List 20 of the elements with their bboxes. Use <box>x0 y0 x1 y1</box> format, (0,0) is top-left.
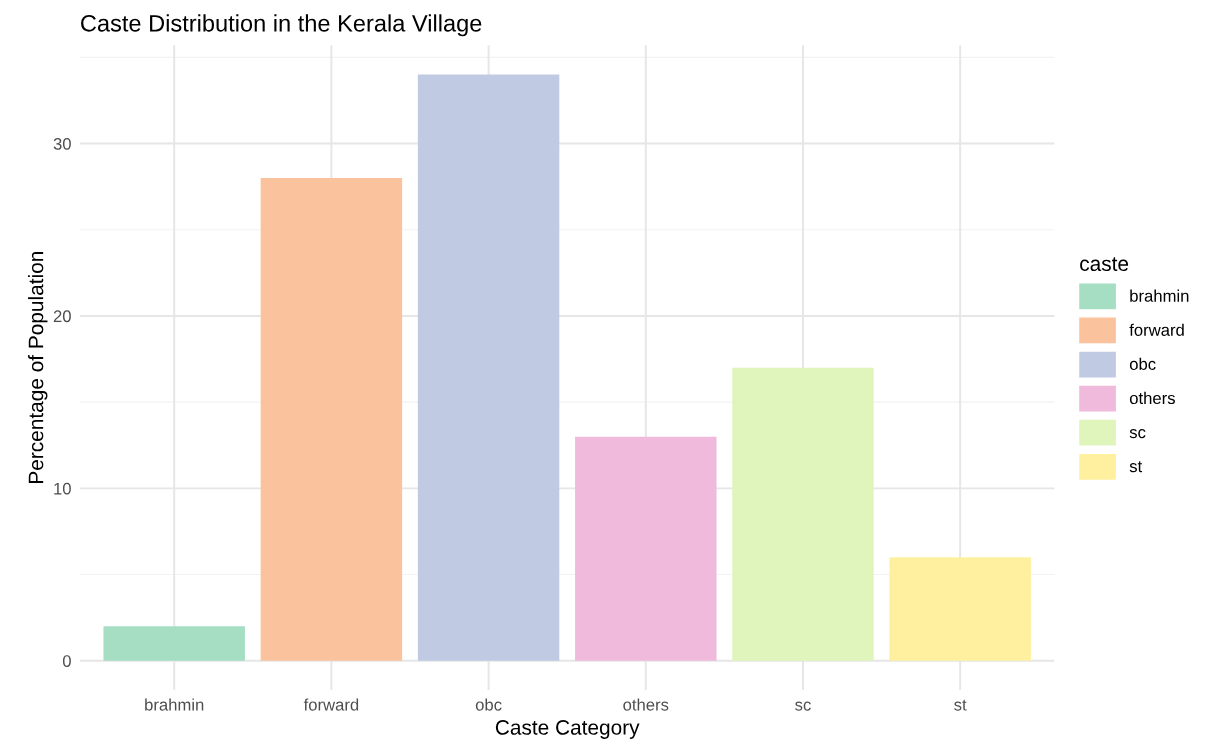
chart-title: Caste Distribution in the Kerala Village <box>81 14 482 37</box>
x-tick-label: st <box>954 699 967 711</box>
legend-label: brahmin <box>1130 289 1189 302</box>
x-tick-label: brahmin <box>145 698 204 711</box>
x-tick-label: others <box>623 698 669 711</box>
y-tick-label: 10 <box>54 482 71 495</box>
x-axis-title: Caste Category <box>495 720 640 739</box>
x-tick-label: obc <box>475 698 502 711</box>
y-axis-title: Percentage of Population <box>28 252 48 483</box>
legend-label: others <box>1129 391 1175 405</box>
y-tick-label: 0 <box>62 655 71 667</box>
legend-label: sc <box>1129 429 1146 439</box>
x-tick-label: forward <box>303 698 359 711</box>
y-tick-label: 20 <box>53 310 71 323</box>
y-tick-label: 30 <box>53 137 71 150</box>
legend-title: caste <box>1080 257 1129 272</box>
legend-label: st <box>1129 461 1143 473</box>
x-tick-label: sc <box>795 701 811 711</box>
legend-label: obc <box>1129 357 1156 370</box>
legend-label: forward <box>1129 323 1184 336</box>
